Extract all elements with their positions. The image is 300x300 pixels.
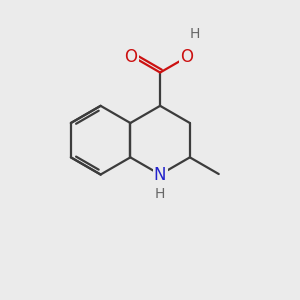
Text: N: N [154, 166, 167, 184]
Text: O: O [180, 48, 194, 66]
Text: O: O [124, 48, 137, 66]
Text: H: H [190, 28, 200, 41]
Text: H: H [155, 187, 165, 200]
